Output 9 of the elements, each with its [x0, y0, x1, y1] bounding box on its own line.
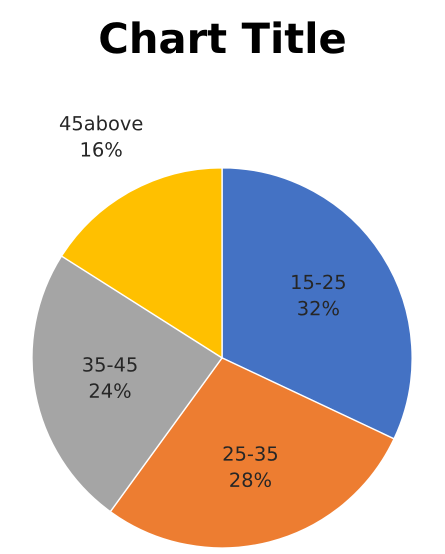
- slice-label: 45above: [60, 115, 142, 131]
- data-label: 28%: [230, 472, 271, 488]
- data-label: 24%: [90, 383, 131, 398]
- data-label: 16%: [82, 142, 122, 157]
- slice-label: 15-25: [292, 274, 345, 290]
- chart-title: Chart Title: [100, 21, 345, 54]
- slice-label: 25-35: [224, 446, 277, 461]
- data-label: 32%: [298, 300, 339, 316]
- slice-label: 35-45: [83, 357, 137, 372]
